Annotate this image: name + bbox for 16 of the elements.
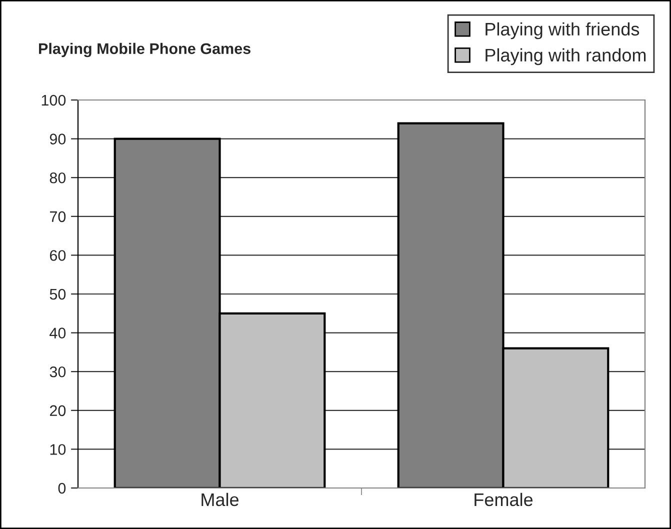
y-tick-label: 60 — [50, 250, 66, 261]
y-tick-label: 20 — [50, 405, 66, 416]
x-tick-label: Female — [474, 492, 533, 506]
y-tick-label: 100 — [42, 94, 66, 106]
y-tick-label: 0 — [58, 482, 66, 494]
y-tick-label: 90 — [50, 134, 66, 144]
x-tick-label: Male — [202, 492, 239, 506]
y-tick-label: 70 — [50, 211, 66, 222]
y-tick-label: 40 — [50, 328, 66, 338]
y-tick-label: 30 — [50, 366, 66, 378]
legend-label: Playing with random — [486, 48, 646, 66]
y-tick-label: 80 — [50, 172, 66, 184]
y-tick-label: 50 — [50, 288, 66, 300]
legend-label: Playing with friends — [486, 22, 640, 40]
chart-title: Playing Mobile Phone Games — [39, 42, 250, 58]
y-tick-label: 10 — [50, 444, 66, 455]
